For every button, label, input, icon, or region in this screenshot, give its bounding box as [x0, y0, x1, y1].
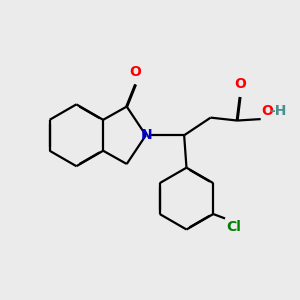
Text: O: O [234, 77, 246, 91]
Text: -H: -H [269, 104, 286, 118]
Text: Cl: Cl [226, 220, 242, 234]
Text: O: O [261, 104, 273, 118]
Text: O: O [130, 65, 142, 79]
Text: N: N [141, 128, 152, 142]
